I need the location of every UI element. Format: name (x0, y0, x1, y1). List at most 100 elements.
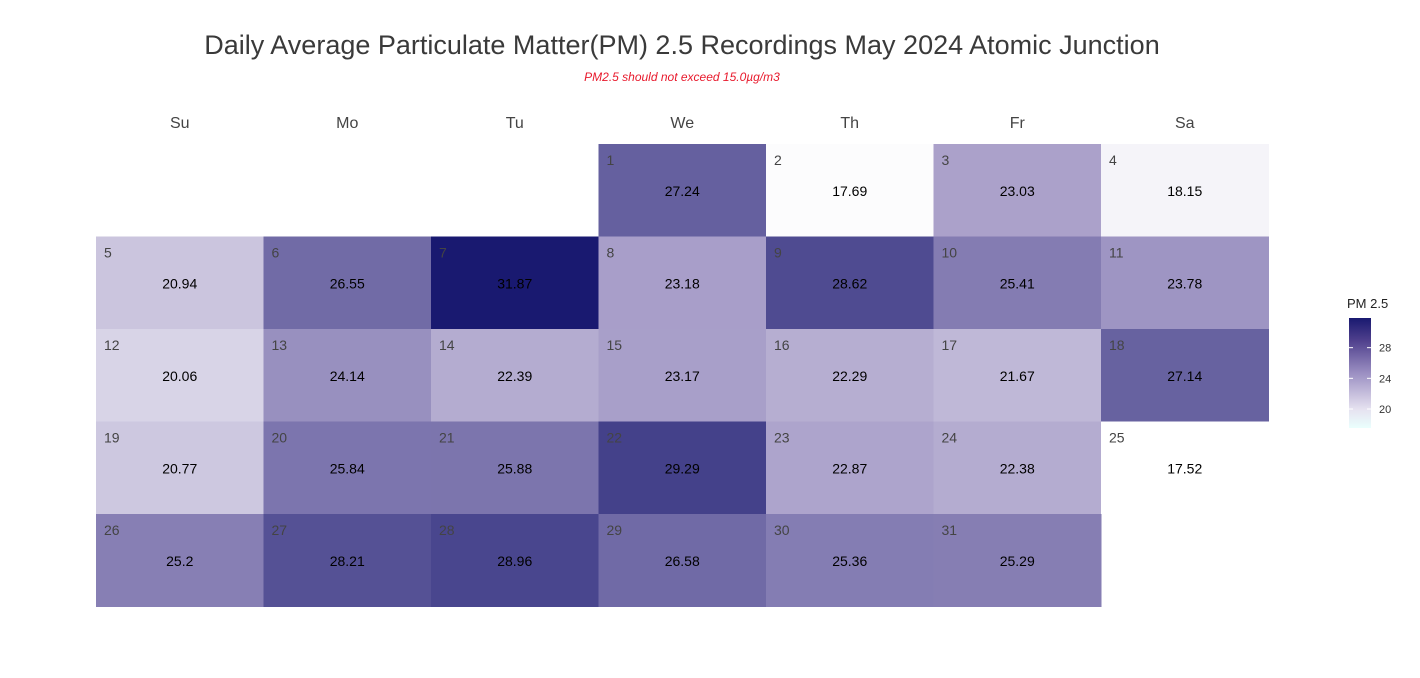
value-label: 17.52 (1167, 461, 1202, 477)
weekday-label: Fr (1010, 115, 1026, 132)
value-label: 27.24 (665, 183, 700, 199)
day-cell (766, 236, 934, 330)
day-cell (431, 236, 599, 330)
day-cell (933, 144, 1102, 237)
weekday-label: Su (170, 115, 190, 132)
value-label: 28.62 (832, 276, 867, 292)
value-label: 23.78 (1167, 276, 1202, 292)
value-label: 29.29 (665, 461, 700, 477)
day-number: 20 (272, 430, 288, 446)
day-cell (766, 421, 934, 515)
day-cell (1101, 144, 1269, 237)
day-number: 14 (439, 337, 455, 353)
day-cell (263, 236, 432, 330)
chart-title: Daily Average Particulate Matter(PM) 2.5… (204, 30, 1160, 60)
day-number: 27 (272, 522, 288, 538)
weekday-label: Tu (506, 115, 524, 132)
day-number: 26 (104, 522, 120, 538)
day-cell (766, 514, 934, 607)
legend-tick-label: 20 (1379, 404, 1391, 416)
value-label: 20.06 (162, 368, 197, 384)
day-number: 5 (104, 245, 112, 261)
value-label: 25.84 (330, 461, 365, 477)
day-number: 30 (774, 522, 790, 538)
day-number: 12 (104, 337, 120, 353)
value-label: 28.21 (330, 553, 365, 569)
day-number: 7 (439, 245, 447, 261)
day-number: 29 (607, 522, 623, 538)
value-label: 26.55 (330, 276, 365, 292)
value-label: 23.03 (1000, 183, 1035, 199)
value-label: 18.15 (1167, 183, 1202, 199)
weekday-label: Sa (1175, 115, 1195, 132)
value-label: 27.14 (1167, 368, 1202, 384)
legend-title: PM 2.5 (1347, 296, 1389, 311)
day-cell (263, 421, 432, 515)
day-number: 1 (607, 152, 615, 168)
day-number: 10 (942, 245, 958, 261)
day-number: 25 (1109, 430, 1125, 446)
day-cell (96, 329, 264, 422)
day-number: 23 (774, 430, 790, 446)
value-label: 20.77 (162, 461, 197, 477)
value-label: 24.14 (330, 368, 365, 384)
day-cell (598, 144, 767, 237)
value-label: 23.18 (665, 276, 700, 292)
value-label: 20.94 (162, 276, 197, 292)
weekday-label: Th (840, 115, 859, 132)
weekday-label: We (670, 115, 694, 132)
day-number: 28 (439, 522, 455, 538)
day-cell (766, 329, 934, 422)
value-label: 22.39 (497, 368, 532, 384)
day-number: 11 (1109, 245, 1124, 261)
value-label: 25.41 (1000, 276, 1035, 292)
value-label: 28.96 (497, 553, 532, 569)
day-cell (96, 236, 264, 330)
day-cell (933, 329, 1102, 422)
chart-subtitle: PM2.5 should not exceed 15.0µg/m3 (584, 70, 780, 84)
legend-tick-label: 28 (1379, 343, 1391, 355)
value-label: 25.2 (166, 553, 193, 569)
day-cell (431, 421, 599, 515)
day-cell (96, 421, 264, 515)
value-label: 17.69 (832, 183, 867, 199)
day-cell (431, 514, 599, 607)
day-number: 6 (272, 245, 280, 261)
day-number: 3 (942, 152, 950, 168)
value-label: 22.38 (1000, 461, 1035, 477)
value-label: 23.17 (665, 368, 700, 384)
day-number: 15 (607, 337, 623, 353)
day-cell (431, 329, 599, 422)
day-cell (1101, 421, 1269, 515)
weekday-label: Mo (336, 115, 358, 132)
day-cell (96, 514, 264, 607)
legend-tick-label: 24 (1379, 373, 1391, 385)
day-number: 16 (774, 337, 790, 353)
day-cell (1101, 329, 1269, 422)
value-label: 25.36 (832, 553, 867, 569)
day-cell (933, 514, 1102, 607)
day-cell (933, 236, 1102, 330)
value-label: 22.87 (832, 461, 867, 477)
day-cell (766, 144, 934, 237)
day-number: 19 (104, 430, 120, 446)
legend-colorbar (1349, 318, 1371, 428)
day-cell (598, 421, 767, 515)
value-label: 21.67 (1000, 368, 1035, 384)
day-number: 24 (942, 430, 958, 446)
value-label: 22.29 (832, 368, 867, 384)
day-number: 17 (942, 337, 958, 353)
day-cell (598, 236, 767, 330)
day-cell (1101, 236, 1269, 330)
value-label: 25.29 (1000, 553, 1035, 569)
day-number: 13 (272, 337, 288, 353)
value-label: 26.58 (665, 553, 700, 569)
day-number: 31 (942, 522, 958, 538)
day-number: 22 (607, 430, 623, 446)
day-number: 18 (1109, 337, 1125, 353)
day-number: 8 (607, 245, 615, 261)
day-number: 21 (439, 430, 455, 446)
value-label: 31.87 (497, 276, 532, 292)
day-number: 9 (774, 245, 782, 261)
